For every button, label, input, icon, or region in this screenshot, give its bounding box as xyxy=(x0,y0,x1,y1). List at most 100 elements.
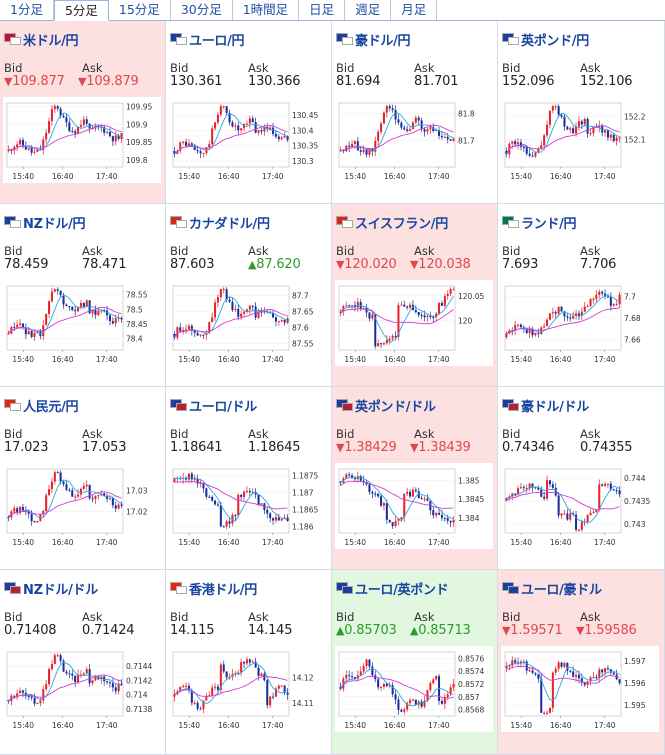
pair-header[interactable]: ユーロ/円 xyxy=(170,31,245,49)
quote-cell[interactable]: 香港ドル/円 Bid Ask 14.115 14.145 14.12 14.11 15:40 1… xyxy=(166,570,332,755)
pair-name[interactable]: ユーロ/英ポンド xyxy=(355,582,449,598)
candlestick-chart[interactable]: 1.1875 1.187 1.1865 1.186 15:40 16:40 17:40 xyxy=(169,463,327,549)
tab-4[interactable]: 1時間足 xyxy=(233,0,300,20)
pair-name[interactable]: スイスフラン/円 xyxy=(355,216,448,232)
pair-header[interactable]: NZドル/ドル xyxy=(4,580,98,598)
pair-name[interactable]: カナダドル/円 xyxy=(189,216,270,232)
candlestick-chart[interactable]: 78.55 78.5 78.45 78.4 15:40 16:40 17:40 xyxy=(3,280,161,366)
pair-name[interactable]: 英ポンド/円 xyxy=(521,33,589,49)
bid-price: 109.877 xyxy=(12,74,65,89)
tab-6[interactable]: 週足 xyxy=(345,0,392,20)
candlestick-chart[interactable]: 87.7 87.65 87.6 87.55 15:40 16:40 17:40 xyxy=(169,280,327,366)
candle-body xyxy=(251,305,254,307)
candlestick-chart[interactable]: 81.8 81.7 15:40 16:40 17:40 xyxy=(335,97,493,183)
candle-body xyxy=(557,106,560,115)
pair-name[interactable]: NZドル/ドル xyxy=(23,582,98,598)
pair-header[interactable]: ランド/円 xyxy=(502,214,577,232)
quote-cell[interactable]: ランド/円 Bid Ask 7.693 7.706 7.7 7.68 7.66 15:40 16:… xyxy=(498,204,665,387)
candlestick-chart[interactable]: 7.7 7.68 7.66 15:40 16:40 17:40 xyxy=(501,280,659,366)
candle-body xyxy=(592,126,595,134)
candlestick-chart[interactable]: 109.95 109.9 109.85 109.8 15:40 16:40 17:40 xyxy=(3,97,161,183)
pair-name[interactable]: NZドル/円 xyxy=(23,216,86,232)
bid-label: Bid xyxy=(502,610,521,624)
pair-name[interactable]: ランド/円 xyxy=(521,216,577,232)
pair-name[interactable]: 豪ドル/ドル xyxy=(521,399,589,415)
quote-cell[interactable]: NZドル/ドル Bid Ask 0.71408 0.71424 0.7144 0.7142 0… xyxy=(0,570,166,755)
tab-7[interactable]: 月足 xyxy=(391,0,438,20)
tab-3[interactable]: 30分足 xyxy=(171,0,233,20)
quote-cell[interactable]: ユーロ/英ポンド Bid Ask ▲0.85703 ▲0.85713 0.8576 0.85… xyxy=(332,570,498,755)
pair-header[interactable]: 人民元/円 xyxy=(4,397,79,415)
quote-cell[interactable]: カナダドル/円 Bid Ask 87.603 ▲87.620 87.7 87.65 87.6 8… xyxy=(166,204,332,387)
candlestick-chart[interactable]: 0.7144 0.7142 0.714 0.7138 15:40 16:40 17:40 xyxy=(3,646,161,732)
tab-2[interactable]: 15分足 xyxy=(109,0,171,20)
pair-name[interactable]: 香港ドル/円 xyxy=(189,582,257,598)
candlestick-chart[interactable]: 17.03 17.02 15:40 16:40 17:40 xyxy=(3,463,161,549)
quote-cell[interactable]: スイスフラン/円 Bid Ask ▼120.020 ▼120.038 120.05 120 1… xyxy=(332,204,498,387)
ask-label: Ask xyxy=(580,610,601,624)
candlestick-chart[interactable]: 1.597 1.596 1.595 15:40 16:40 17:40 xyxy=(501,646,659,732)
pair-header[interactable]: 米ドル/円 xyxy=(4,31,79,49)
candlestick-chart[interactable]: 130.45 130.4 130.35 130.3 15:40 16:40 17:40 xyxy=(169,97,327,183)
pair-header[interactable]: 香港ドル/円 xyxy=(170,580,257,598)
pair-name[interactable]: 米ドル/円 xyxy=(23,33,79,49)
candle-body xyxy=(21,139,24,146)
candle-body xyxy=(414,310,417,313)
y-tick-label: 0.7142 xyxy=(126,676,152,685)
candlestick-chart[interactable]: 120.05 120 15:40 16:40 17:40 xyxy=(335,280,493,366)
candle-body xyxy=(438,130,441,136)
pair-name[interactable]: 英ポンド/ドル xyxy=(355,399,436,415)
candle-body xyxy=(272,518,275,521)
pair-header[interactable]: 豪ドル/円 xyxy=(336,31,411,49)
ask-value: 1.18645 xyxy=(248,440,301,455)
candle-body xyxy=(286,135,289,140)
candle-body xyxy=(505,333,508,338)
pair-name[interactable]: 豪ドル/円 xyxy=(355,33,411,49)
pair-header[interactable]: 豪ドル/ドル xyxy=(502,397,589,415)
quote-cell[interactable]: NZドル/円 Bid Ask 78.459 78.471 78.55 78.5 78.45 78… xyxy=(0,204,166,387)
bid-label: Bid xyxy=(4,61,23,75)
pair-header[interactable]: スイスフラン/円 xyxy=(336,214,448,232)
pair-header[interactable]: カナダドル/円 xyxy=(170,214,270,232)
candle-body xyxy=(173,694,176,697)
ma-long-line xyxy=(174,480,288,510)
pair-header[interactable]: ユーロ/英ポンド xyxy=(336,580,449,598)
pair-name[interactable]: ユーロ/ドル xyxy=(189,399,257,415)
candlestick-chart[interactable]: 0.8576 0.8574 0.8572 0.857 0.8568 15:40 16:40 1… xyxy=(335,646,493,732)
pair-header[interactable]: 英ポンド/円 xyxy=(502,31,589,49)
candlestick-chart[interactable]: 1.385 1.3845 1.384 15:40 16:40 17:40 xyxy=(335,463,493,549)
candle-body xyxy=(222,289,225,291)
quote-cell[interactable]: 豪ドル/ドル Bid Ask 0.74346 0.74355 0.744 0.7435 0.7… xyxy=(498,387,665,570)
quote-cell[interactable]: ユーロ/ドル Bid Ask 1.18641 1.18645 1.1875 1.187 1.1… xyxy=(166,387,332,570)
quote-cell[interactable]: ユーロ/豪ドル Bid Ask ▼1.59571 ▼1.59586 1.597 1.596 1… xyxy=(498,570,665,755)
pair-header[interactable]: ユーロ/豪ドル xyxy=(502,580,602,598)
pair-header[interactable]: 英ポンド/ドル xyxy=(336,397,436,415)
candle-body xyxy=(612,304,615,306)
candle-body xyxy=(187,325,190,330)
candle-body xyxy=(609,134,612,138)
quote-cell[interactable]: 人民元/円 Bid Ask 17.023 17.053 17.03 17.02 15:40 16… xyxy=(0,387,166,570)
x-tick-label: 16:40 xyxy=(550,721,572,730)
quote-cell[interactable]: 米ドル/円 Bid Ask ▼109.877 ▼109.879 109.95 109.9 10… xyxy=(0,21,166,204)
pair-name[interactable]: ユーロ/豪ドル xyxy=(521,582,602,598)
down-arrow-icon: ▼ xyxy=(336,441,345,454)
tab-1[interactable]: 5分足 xyxy=(53,0,109,21)
candle-body xyxy=(33,697,36,704)
pair-name[interactable]: 人民元/円 xyxy=(23,399,79,415)
tab-5[interactable]: 日足 xyxy=(299,0,346,20)
tab-0[interactable]: 1分足 xyxy=(0,0,54,20)
candlestick-chart[interactable]: 152.2 152.1 15:40 16:40 17:40 xyxy=(501,97,659,183)
pair-name[interactable]: ユーロ/円 xyxy=(189,33,245,49)
quote-cell[interactable]: 豪ドル/円 Bid Ask 81.694 81.701 81.8 81.7 15:40 16:4… xyxy=(332,21,498,204)
candle-body xyxy=(517,324,520,326)
quote-cell[interactable]: 英ポンド/ドル Bid Ask ▼1.38429 ▼1.38439 1.385 1.3845… xyxy=(332,387,498,570)
candle-body xyxy=(68,122,71,132)
pair-header[interactable]: ユーロ/ドル xyxy=(170,397,257,415)
bid-value: 81.694 xyxy=(336,74,380,89)
pair-header[interactable]: NZドル/円 xyxy=(4,214,86,232)
quote-cell[interactable]: 英ポンド/円 Bid Ask 152.096 152.106 152.2 152.1 15:4… xyxy=(498,21,665,204)
candlestick-chart[interactable]: 14.12 14.11 15:40 16:40 17:40 xyxy=(169,646,327,732)
quote-cell[interactable]: ユーロ/円 Bid Ask 130.361 130.366 130.45 130.4 130.… xyxy=(166,21,332,204)
candlestick-chart[interactable]: 0.744 0.7435 0.743 15:40 16:40 17:40 xyxy=(501,463,659,549)
bid-label: Bid xyxy=(4,427,23,441)
